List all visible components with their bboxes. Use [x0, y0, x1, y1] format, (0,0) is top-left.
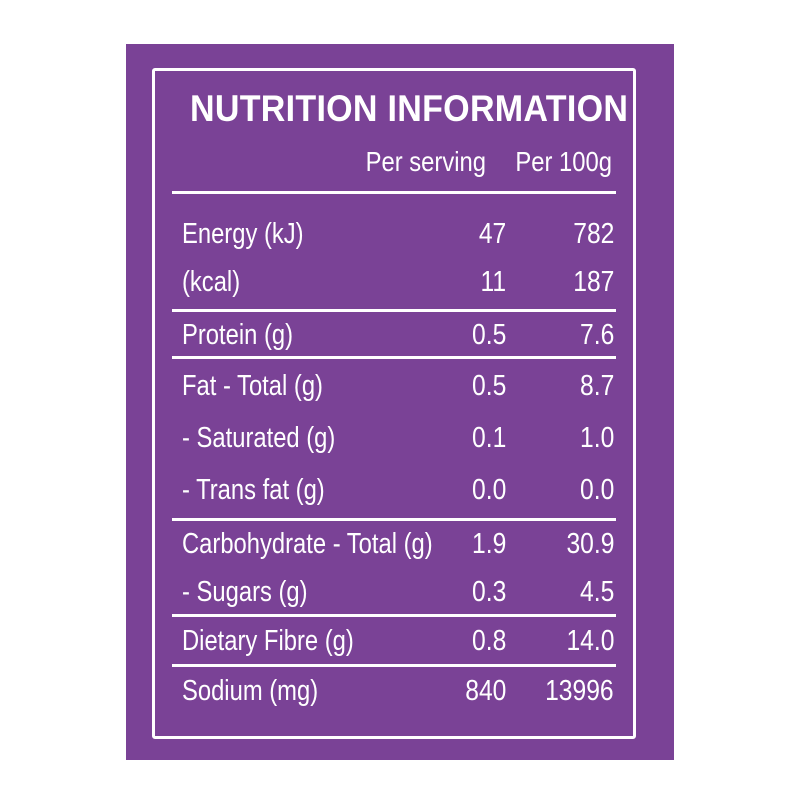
per-100g-value: 7.6 — [579, 319, 614, 351]
table-row: Sodium (mg) 840 13996 — [182, 667, 614, 715]
per-100g-value: 1.0 — [579, 422, 614, 454]
row-divider — [172, 309, 616, 312]
column-header-per-100g: Per 100g — [515, 146, 612, 177]
per-serving-value: 11 — [480, 266, 506, 298]
table-row: (kcal) 11 187 — [182, 258, 614, 306]
nutrient-label: Protein (g) — [182, 319, 294, 351]
per-100g-value: 4.5 — [579, 576, 614, 608]
per-serving-value: 47 — [478, 218, 506, 250]
row-divider — [172, 614, 616, 617]
label-panel — [126, 44, 674, 760]
per-100g-value: 8.7 — [579, 370, 614, 402]
header-divider — [172, 191, 616, 194]
table-row: Fat - Total (g) 0.5 8.7 — [182, 362, 614, 410]
per-100g-value: 187 — [572, 266, 614, 298]
per-100g-value: 0.0 — [579, 474, 614, 506]
nutrient-label: Carbohydrate - Total (g) — [182, 528, 433, 560]
nutrient-label: Fat - Total (g) — [182, 370, 323, 402]
nutrient-label: - Sugars (g) — [182, 576, 308, 608]
table-row: Energy (kJ) 47 782 — [182, 210, 614, 258]
row-divider — [172, 356, 616, 359]
nutrient-label: (kcal) — [182, 266, 241, 298]
nutrient-label: Dietary Fibre (g) — [182, 625, 354, 657]
table-row: Carbohydrate - Total (g) 1.9 30.9 — [182, 520, 614, 568]
per-serving-value: 0.5 — [471, 319, 506, 351]
nutrition-title: NUTRITION INFORMATION — [190, 88, 629, 129]
nutrient-label: Sodium (mg) — [182, 675, 319, 707]
nutrition-table-border — [152, 68, 636, 739]
per-100g-value: 30.9 — [566, 528, 614, 560]
per-serving-value: 840 — [464, 675, 506, 707]
column-header-per-serving: Per serving — [365, 146, 486, 177]
row-divider — [172, 664, 616, 667]
per-100g-value: 14.0 — [566, 625, 614, 657]
row-divider — [172, 518, 616, 521]
per-100g-value: 782 — [572, 218, 614, 250]
per-serving-value: 0.8 — [471, 625, 506, 657]
nutrient-label: - Trans fat (g) — [182, 474, 325, 506]
table-row: - Saturated (g) 0.1 1.0 — [182, 414, 614, 462]
nutrient-label: Energy (kJ) — [182, 218, 304, 250]
per-serving-value: 0.0 — [471, 474, 506, 506]
table-row: Dietary Fibre (g) 0.8 14.0 — [182, 617, 614, 665]
table-row: Protein (g) 0.5 7.6 — [182, 311, 614, 359]
table-row: - Trans fat (g) 0.0 0.0 — [182, 466, 614, 514]
nutrient-label: - Saturated (g) — [182, 422, 336, 454]
per-serving-value: 0.1 — [471, 422, 506, 454]
per-serving-value: 0.5 — [471, 370, 506, 402]
per-serving-value: 0.3 — [471, 576, 506, 608]
table-row: - Sugars (g) 0.3 4.5 — [182, 568, 614, 616]
per-100g-value: 13996 — [545, 675, 614, 707]
per-serving-value: 1.9 — [471, 528, 506, 560]
